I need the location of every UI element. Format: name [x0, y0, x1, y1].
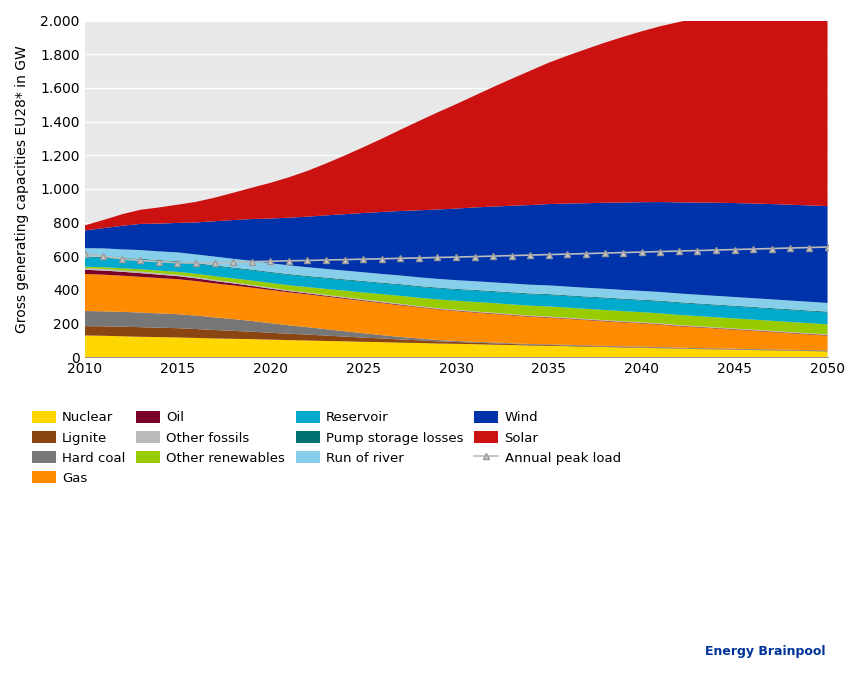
Y-axis label: Gross generating capacities EU28* in GW: Gross generating capacities EU28* in GW — [15, 45, 29, 332]
Text: Energy Brainpool: Energy Brainpool — [705, 645, 826, 658]
Legend: Nuclear, Lignite, Hard coal, Gas, Oil, Other fossils, Other renewables, Reservoi: Nuclear, Lignite, Hard coal, Gas, Oil, O… — [32, 411, 621, 485]
